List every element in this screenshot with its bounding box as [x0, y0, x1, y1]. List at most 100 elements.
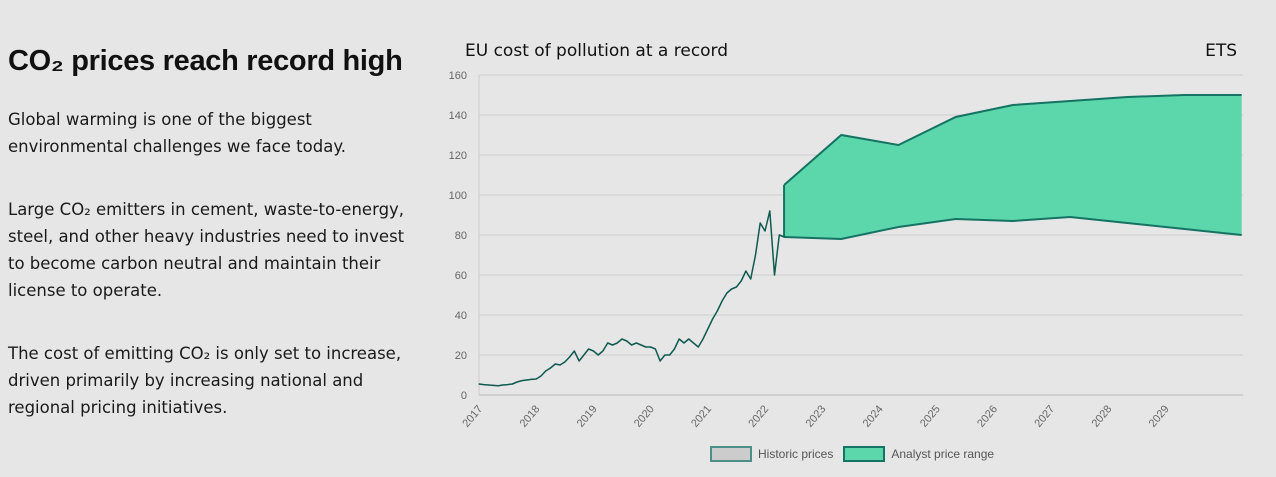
y-tick-label: 140	[449, 110, 467, 122]
historic-price-point	[583, 354, 585, 356]
historic-price-point	[711, 318, 714, 320]
legend-item-range[interactable]: Analyst price range	[843, 446, 994, 462]
x-tick-label: 2025	[918, 403, 943, 429]
historic-price-point	[778, 234, 780, 236]
x-tick-label: 2017	[460, 403, 485, 429]
historic-price-point	[516, 381, 518, 383]
historic-price-point	[592, 350, 595, 352]
chart-title: EU cost of pollution at a record	[465, 41, 729, 61]
historic-price-point	[707, 328, 709, 330]
historic-price-point	[769, 210, 771, 212]
historic-price-point	[702, 338, 704, 340]
x-tick-label: 2019	[575, 403, 600, 429]
x-tick-label: 2024	[861, 403, 886, 429]
historic-price-point	[559, 364, 561, 366]
y-tick-label: 40	[455, 310, 467, 322]
historic-price-point	[573, 350, 575, 352]
chart-corner-label: ETS	[1205, 41, 1237, 61]
historic-price-line	[478, 210, 785, 387]
legend-label-range: Analyst price range	[891, 447, 995, 461]
analyst-range-high-line	[783, 94, 1242, 186]
historic-price-point	[530, 378, 533, 380]
historic-price-point	[526, 379, 528, 381]
historic-price-point	[616, 342, 618, 344]
historic-price-point	[773, 274, 776, 276]
historic-price-point	[630, 344, 633, 346]
historic-price-point	[564, 361, 566, 363]
historic-price-point	[669, 354, 671, 356]
historic-price-point	[588, 348, 590, 350]
historic-price-point	[497, 385, 499, 387]
historic-price-point	[645, 346, 647, 348]
x-tick-label: 2026	[975, 403, 1000, 429]
historic-price-point	[673, 348, 676, 350]
historic-price-point	[535, 378, 537, 380]
historic-price-point	[659, 360, 661, 362]
historic-price-point	[740, 280, 742, 282]
legend-swatch-historic	[710, 446, 752, 462]
historic-price-point	[664, 354, 666, 356]
historic-price-point	[759, 222, 761, 224]
historic-price-point	[597, 354, 599, 356]
historic-price-point	[750, 278, 752, 280]
article-paragraph: The cost of emitting CO₂ is only set to …	[8, 344, 402, 417]
analyst-range-low-line	[784, 215, 1242, 241]
y-tick-label: 120	[449, 150, 467, 162]
historic-price-point	[678, 338, 680, 340]
historic-price-point	[540, 375, 542, 377]
historic-price-point	[611, 344, 614, 346]
historic-price-point	[640, 344, 642, 346]
historic-price-point	[545, 370, 547, 372]
historic-price-point	[568, 356, 571, 358]
historic-price-point	[721, 300, 723, 302]
historic-price-point	[783, 236, 785, 238]
historic-price-point	[478, 383, 480, 385]
article: CO₂ prices reach record high Global warm…	[8, 44, 408, 457]
historic-price-point	[635, 342, 637, 344]
historic-price-point	[731, 288, 733, 290]
historic-price-point	[650, 346, 652, 348]
x-tick-label: 2022	[746, 403, 771, 429]
historic-price-point	[745, 270, 747, 272]
historic-price-point	[607, 342, 609, 344]
article-paragraph: Global warming is one of the biggest env…	[8, 110, 346, 156]
x-tick-label: 2027	[1032, 403, 1057, 429]
article-heading: CO₂ prices reach record high	[8, 45, 403, 77]
historic-price-point	[549, 367, 552, 369]
historic-price-point	[507, 384, 509, 386]
historic-price-point	[511, 383, 513, 385]
historic-price-point	[654, 348, 656, 350]
historic-price-point	[621, 338, 623, 340]
y-tick-label: 60	[455, 270, 467, 282]
historic-price-point	[754, 254, 757, 256]
historic-price-point	[602, 350, 604, 352]
historic-price-point	[683, 342, 685, 344]
legend-swatch-range	[843, 446, 886, 462]
historic-price-point	[716, 310, 718, 312]
y-tick-label: 0	[461, 390, 467, 402]
legend-label-historic: Historic prices	[758, 447, 834, 461]
historic-price-point	[688, 338, 690, 340]
article-paragraph: Large CO₂ emitters in cement, waste-to-e…	[8, 200, 405, 300]
historic-price-point	[483, 384, 485, 386]
x-tick-label: 2028	[1090, 403, 1115, 429]
historic-price-point	[626, 340, 628, 342]
historic-price-point	[521, 380, 523, 382]
legend-item-historic[interactable]: Historic prices	[710, 446, 833, 462]
historic-price-point	[554, 363, 556, 365]
historic-price-point	[697, 346, 699, 348]
historic-price-point	[578, 360, 580, 362]
historic-price-point	[735, 286, 738, 288]
x-tick-label: 2020	[632, 403, 657, 429]
x-tick-label: 2021	[689, 403, 714, 429]
analyst-range-area	[784, 95, 1242, 239]
historic-price-point	[764, 230, 766, 232]
x-tick-label: 2018	[518, 403, 543, 429]
historic-price-point	[692, 342, 695, 344]
x-tick-label: 2023	[804, 403, 829, 429]
x-tick-label: 2029	[1147, 403, 1172, 429]
y-tick-label: 160	[449, 70, 467, 82]
historic-price-point	[726, 292, 728, 294]
historic-price-point	[487, 384, 490, 386]
